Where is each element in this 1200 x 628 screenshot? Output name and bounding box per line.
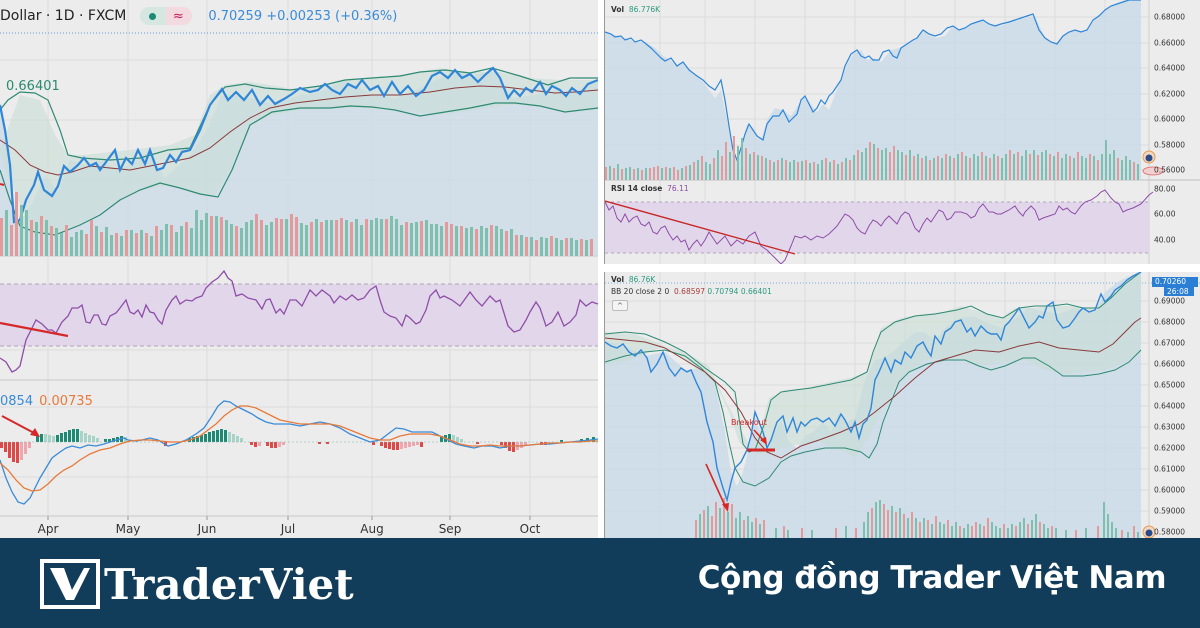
time-axis[interactable]: Apr May Jun Jul Aug Sep Oct xyxy=(0,522,598,538)
axis-tick: 0.59000 xyxy=(1154,506,1186,516)
right-top-volume-bars xyxy=(605,136,1139,180)
axis-tick: 0.61000 xyxy=(1154,464,1186,474)
volume-legend[interactable]: Vol 86.776K xyxy=(611,5,660,14)
vol-value: 86.76K xyxy=(628,275,656,284)
collapse-legend-button[interactable]: ^ xyxy=(612,300,628,311)
bar-countdown-tag: 26:08 xyxy=(1164,287,1194,296)
rsi-legend[interactable]: RSI 14 close 76.11 xyxy=(611,184,689,193)
month-label: Sep xyxy=(438,522,462,536)
axis-tick: 0.63000 xyxy=(1154,422,1186,432)
market-status-pill[interactable]: ≈ xyxy=(140,7,193,25)
axis-tick: 0.69000 xyxy=(1154,296,1186,306)
month-label: May xyxy=(115,522,141,536)
axis-tick: 0.60000 xyxy=(1154,485,1186,495)
axis-tick: 0.60000 xyxy=(1154,114,1186,124)
last-price-tag: 0.70260 xyxy=(1152,277,1198,287)
bb-label: BB 20 close 2 0 xyxy=(611,287,670,296)
axis-tick: 0.56000 xyxy=(1154,165,1186,175)
month-label: Jul xyxy=(280,522,296,536)
rsi-label: RSI 14 close xyxy=(611,184,663,193)
left-chart-canvas[interactable] xyxy=(0,0,598,538)
right-top-chart-panel[interactable]: Vol 86.776K RSI 14 close 76.11 0.68000 0… xyxy=(604,0,1200,264)
rsi-axis-tick: 80.00 xyxy=(1154,184,1176,194)
left-volume-bars xyxy=(0,192,593,256)
axis-tick: 0.58000 xyxy=(1154,140,1186,150)
price-axis[interactable]: 0.68000 0.66000 0.64000 0.62000 0.60000 … xyxy=(1148,0,1200,264)
axis-tick: 0.64000 xyxy=(1154,63,1186,73)
bb-basis-value: 0.68597 xyxy=(674,287,706,296)
axis-tick: 0.62000 xyxy=(1154,89,1186,99)
price-axis[interactable]: 0.69000 0.68000 0.67000 0.66000 0.65000 … xyxy=(1148,272,1200,538)
vol-label: Vol xyxy=(611,275,625,284)
signal-value: 0.00735 xyxy=(39,394,93,409)
volume-legend[interactable]: Vol 86.76K xyxy=(611,275,655,284)
axis-tick: 0.66000 xyxy=(1154,38,1186,48)
axis-tick: 0.68000 xyxy=(1154,317,1186,327)
month-label: Aug xyxy=(360,522,384,536)
left-chart-panel[interactable]: Dollar · 1D · FXCM ≈ 0.70259 +0.00253 (+… xyxy=(0,0,598,538)
bb-lower-label: 0.66401 xyxy=(6,79,60,94)
month-label: Oct xyxy=(519,522,541,536)
logo-text: TraderViet xyxy=(104,559,354,609)
right-top-chart-canvas[interactable] xyxy=(605,0,1200,264)
market-open-dot-icon xyxy=(148,12,156,20)
axis-tick: 0.68000 xyxy=(1154,12,1186,22)
axis-tick: 0.58000 xyxy=(1154,527,1186,537)
macd-legend: 0854 0.00735 xyxy=(0,394,93,409)
month-label: Jun xyxy=(197,522,217,536)
rsi-axis-tick: 60.00 xyxy=(1154,209,1176,219)
v-logo-icon xyxy=(40,559,100,609)
tradervet-logo[interactable]: TraderViet xyxy=(40,558,354,610)
breakout-annotation: Breakout xyxy=(731,418,767,427)
symbol-header[interactable]: Dollar · 1D · FXCM ≈ 0.70259 +0.00253 (+… xyxy=(0,6,397,26)
tagline: Cộng đồng Trader Việt Nam xyxy=(697,560,1167,596)
rsi-value: 76.11 xyxy=(667,184,689,193)
price-quote: 0.70259 +0.00253 (+0.36%) xyxy=(208,8,398,24)
symbol-title[interactable]: Dollar · 1D · FXCM xyxy=(0,8,127,24)
bb-upper-value: 0.70794 xyxy=(707,287,739,296)
vol-label: Vol xyxy=(611,5,625,14)
panel-divider xyxy=(598,0,604,538)
axis-tick: 0.66000 xyxy=(1154,359,1186,369)
macd-value: 0854 xyxy=(0,394,34,409)
axis-tick: 0.67000 xyxy=(1154,338,1186,348)
right-bottom-volume-bars xyxy=(695,498,1139,538)
axis-tick: 0.64000 xyxy=(1154,401,1186,411)
vol-value: 86.776K xyxy=(628,5,661,14)
bb-lower-value: 0.66401 xyxy=(740,287,772,296)
axis-tick: 0.62000 xyxy=(1154,443,1186,453)
brand-footer: TraderViet Cộng đồng Trader Việt Nam xyxy=(0,538,1200,628)
wave-icon: ≈ xyxy=(172,8,184,24)
right-bottom-chart-panel[interactable]: Vol 86.76K BB 20 close 2 0 0.68597 0.707… xyxy=(604,272,1200,538)
bb-legend[interactable]: BB 20 close 2 0 0.68597 0.70794 0.66401 xyxy=(611,287,772,296)
rsi-axis-tick: 40.00 xyxy=(1154,235,1176,245)
month-label: Apr xyxy=(37,522,59,536)
axis-tick: 0.65000 xyxy=(1154,380,1186,390)
right-bottom-chart-canvas[interactable] xyxy=(605,272,1200,538)
panel-divider xyxy=(604,264,1200,272)
